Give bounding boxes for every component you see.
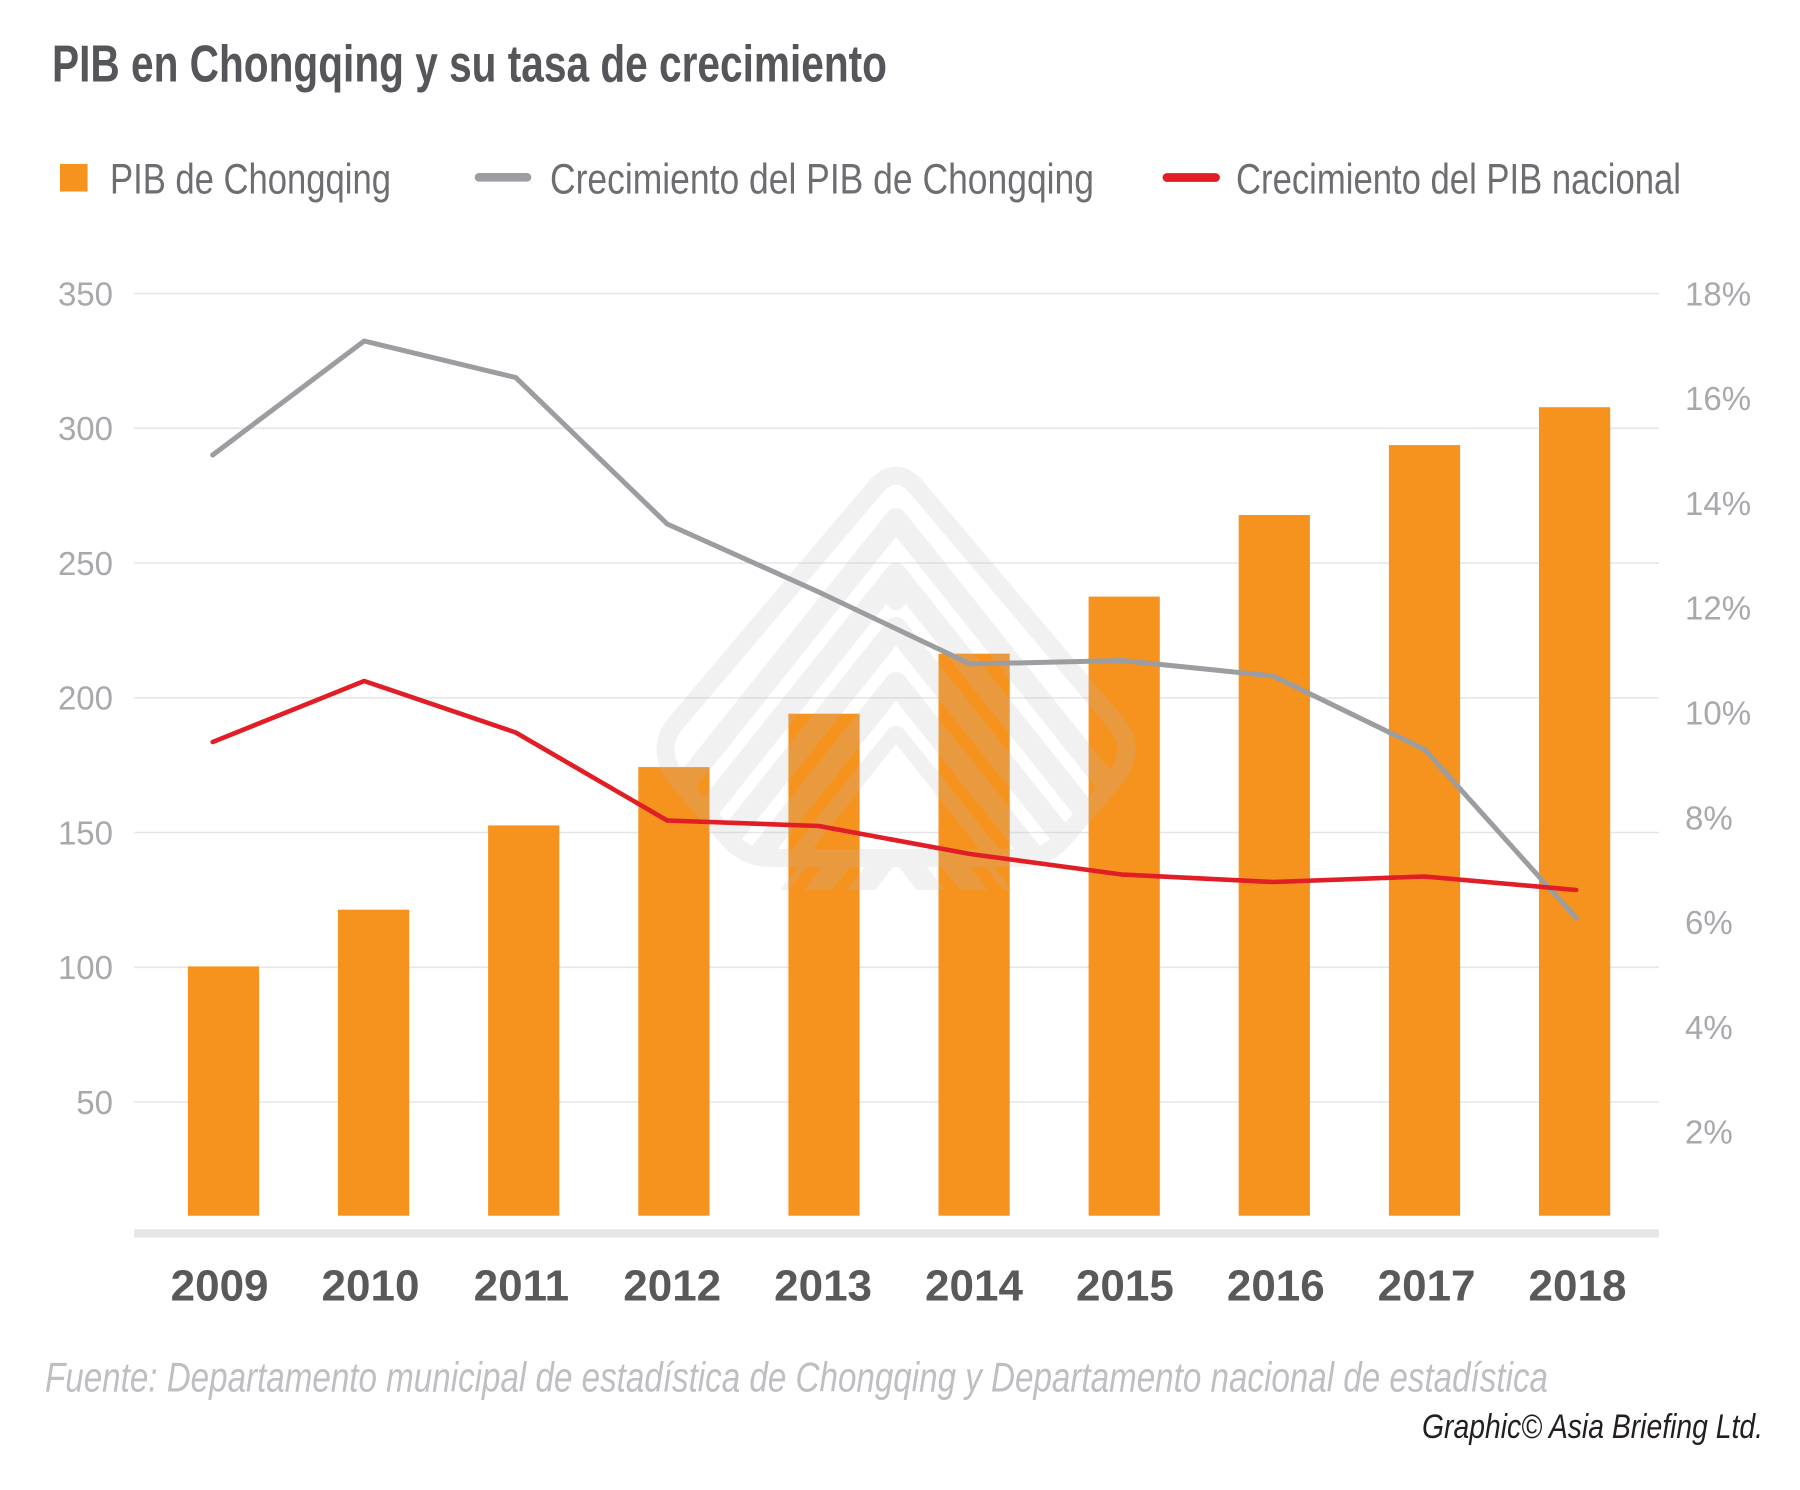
svg-text:Crecimiento del PIB de Chongqi: Crecimiento del PIB de Chongqing [550,156,1094,204]
svg-text:2018: 2018 [1529,1262,1627,1311]
svg-text:2012: 2012 [623,1262,721,1311]
svg-text:350: 350 [58,275,113,312]
svg-text:16%: 16% [1685,380,1751,417]
svg-text:10%: 10% [1685,695,1751,732]
svg-text:2017: 2017 [1378,1262,1476,1311]
svg-text:100: 100 [58,949,113,986]
svg-text:Graphic© Asia Briefing Ltd.: Graphic© Asia Briefing Ltd. [1422,1408,1763,1446]
svg-text:2009: 2009 [171,1262,269,1311]
svg-text:250: 250 [58,545,113,582]
svg-text:PIB de Chongqing: PIB de Chongqing [110,156,391,204]
svg-text:200: 200 [58,680,113,717]
svg-text:300: 300 [58,410,113,447]
svg-text:4%: 4% [1685,1009,1733,1046]
svg-text:18%: 18% [1685,275,1751,312]
svg-text:150: 150 [58,814,113,851]
svg-text:Crecimiento del PIB nacional: Crecimiento del PIB nacional [1236,156,1681,204]
svg-text:14%: 14% [1685,485,1751,522]
svg-text:Fuente: Departamento municipal: Fuente: Departamento municipal de estadí… [45,1354,1548,1401]
svg-text:2015: 2015 [1076,1262,1174,1311]
svg-text:12%: 12% [1685,590,1751,627]
svg-text:2%: 2% [1685,1114,1733,1151]
svg-text:2010: 2010 [322,1262,420,1311]
svg-text:8%: 8% [1685,799,1733,836]
svg-text:PIB en Chongqing y su tasa de: PIB en Chongqing y su tasa de crecimient… [52,36,887,94]
svg-text:6%: 6% [1685,904,1733,941]
svg-text:2016: 2016 [1227,1262,1325,1311]
svg-text:2013: 2013 [774,1262,872,1311]
svg-text:2011: 2011 [474,1262,569,1311]
svg-text:2014: 2014 [925,1262,1023,1311]
svg-text:50: 50 [76,1084,113,1121]
